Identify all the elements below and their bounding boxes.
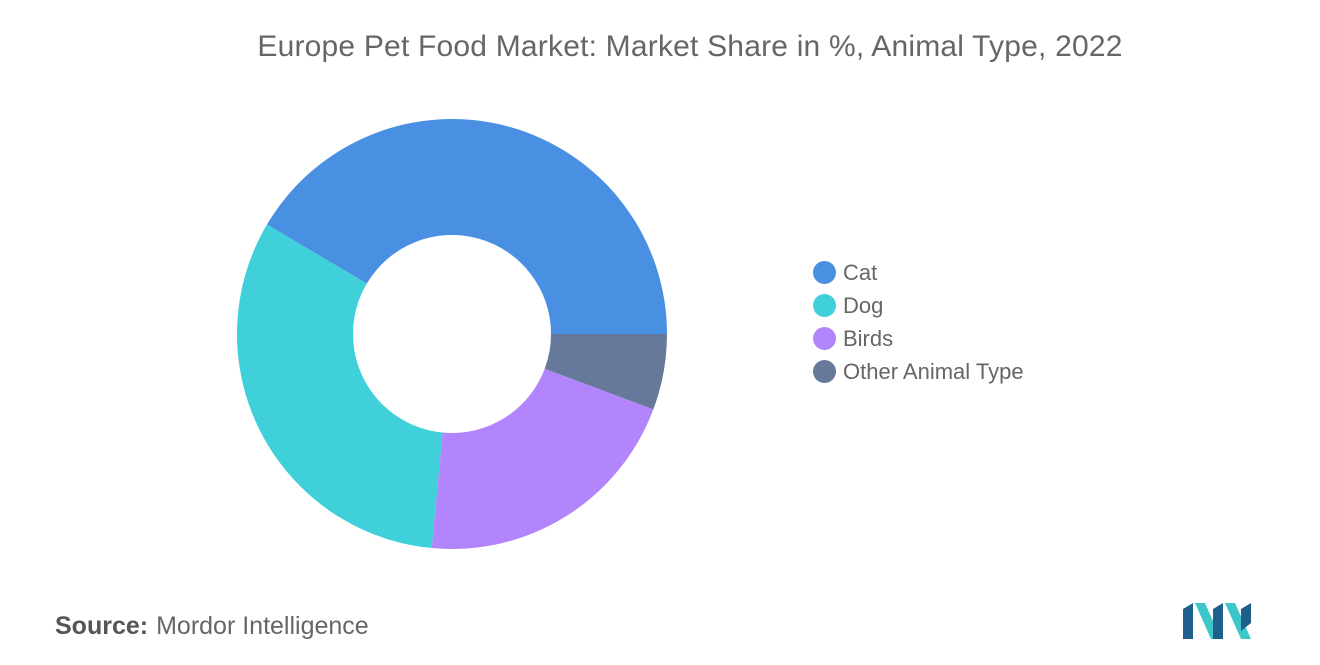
- chart-legend: Cat Dog Birds Other Animal Type: [813, 256, 1024, 388]
- donut-slice-birds: [431, 368, 654, 549]
- chart-title: Europe Pet Food Market: Market Share in …: [257, 30, 1123, 63]
- source-line: Source: Mordor Intelligence: [55, 612, 369, 641]
- legend-label: Dog: [843, 292, 884, 318]
- mordor-intelligence-logo-icon: [1183, 603, 1251, 639]
- donut-slice-dog: [237, 224, 443, 549]
- source-value: Mordor Intelligence: [156, 612, 369, 640]
- donut-slice-cat: [266, 118, 667, 335]
- source-label: Source:: [55, 612, 149, 640]
- legend-swatch: [813, 294, 836, 317]
- legend-swatch: [813, 327, 836, 350]
- legend-label: Birds: [843, 325, 894, 351]
- legend-item-birds: Birds: [813, 322, 1024, 355]
- donut-slice-other-animal-type: [544, 334, 667, 410]
- legend-item-cat: Cat: [813, 256, 1024, 289]
- legend-item-other-animal-type: Other Animal Type: [813, 355, 1024, 388]
- legend-label: Cat: [843, 259, 878, 285]
- legend-swatch: [813, 261, 836, 284]
- legend-label: Other Animal Type: [843, 358, 1024, 384]
- legend-item-dog: Dog: [813, 289, 1024, 322]
- legend-swatch: [813, 360, 836, 383]
